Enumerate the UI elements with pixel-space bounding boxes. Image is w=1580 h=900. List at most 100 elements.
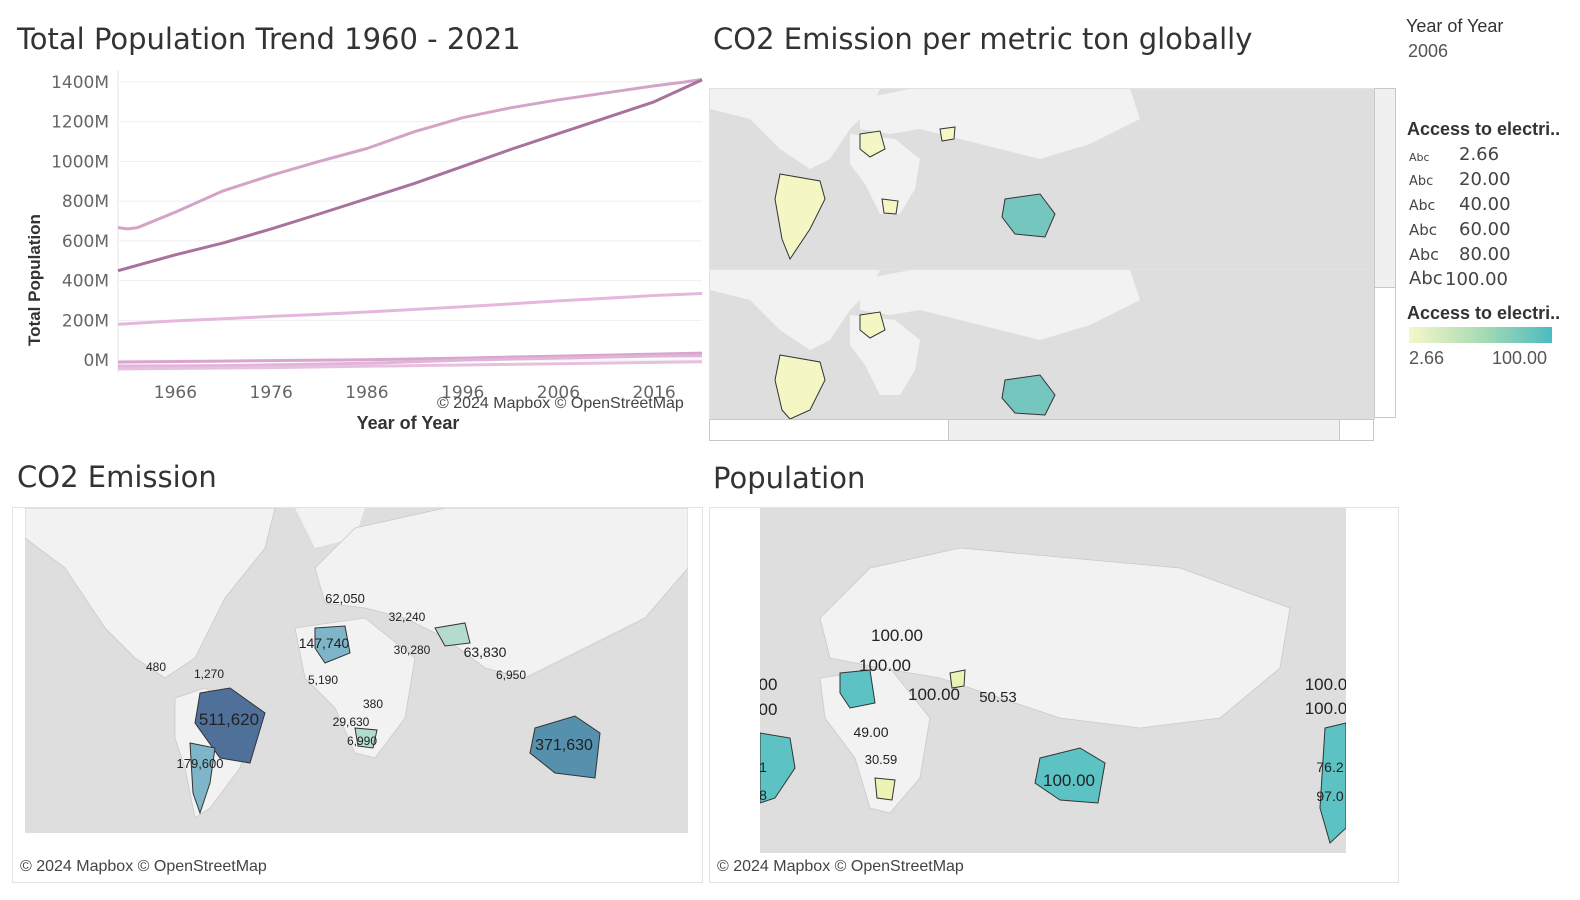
co2-value-label: 62,050 (325, 591, 365, 606)
series-line-1[interactable] (117, 78, 703, 231)
world-map-lower (710, 270, 1140, 419)
population-trend-chart: 0M 200M 400M 600M 800M 1000M 1200M 1400M 1966 19… (14, 62, 704, 442)
color-legend-title: Access to electri.. (1407, 303, 1561, 323)
co2-per-metric-ton-title: CO2 Emission per metric ton globally (713, 22, 1253, 56)
y-tick-label: 0M (84, 351, 109, 371)
x-tick-label: 1976 (250, 383, 293, 403)
co2-per-ton-map-lower[interactable] (709, 269, 1375, 420)
australia-shape-lower (1001, 374, 1056, 416)
horizontal-scroll-thumb[interactable] (948, 420, 1340, 440)
map-credit-top-left[interactable]: © 2024 Mapbox © OpenStreetMap (437, 395, 684, 412)
co2-value-labels: 62,050 32,240 147,740 30,280 63,830 480 1,270 5… (146, 591, 593, 771)
co2-value-label: 511,620 (199, 710, 259, 729)
north-america-land (710, 89, 880, 169)
y-axis-title: Total Population (25, 214, 44, 346)
map-credit-bottom-right[interactable]: © 2024 Mapbox © OpenStreetMap (717, 858, 964, 875)
south-america-right-edge (1319, 722, 1346, 844)
series-line-6[interactable] (117, 360, 703, 371)
north-america-land-lower (710, 270, 880, 350)
south-america-land-lower (774, 354, 826, 419)
x-tick-label: 2016 (632, 383, 675, 403)
co2-value-label: 147,740 (299, 635, 350, 651)
south-america-land (774, 173, 826, 261)
population-world-map (760, 547, 1346, 844)
algeria-shape (314, 625, 351, 664)
world-map-upper (710, 89, 1140, 261)
co2-value-label: 30,280 (394, 643, 431, 657)
brazil-left-edge (760, 732, 796, 804)
series-line-4[interactable] (117, 351, 703, 364)
population-panel: 100.00 100.00 100.00 50.53 49.00 30.59 100.00 0… (709, 507, 1399, 883)
abc-shape-icon: Abc (1409, 245, 1439, 264)
population-value-label: 97.0 (1316, 788, 1343, 804)
population-value-label: 1 (760, 759, 767, 775)
abc-shape-icon: Abc (1409, 151, 1430, 164)
vertical-scroll-thumb[interactable] (1375, 89, 1395, 288)
abc-shape-icon: Abc (1409, 198, 1436, 214)
population-value-label: 30.59 (865, 752, 898, 767)
color-legend-gradient (1409, 327, 1552, 343)
y-tick-label: 600M (62, 232, 109, 252)
co2-value-label: 6,950 (496, 668, 526, 682)
australia-shape (1034, 747, 1106, 804)
series-line-3[interactable] (117, 292, 703, 326)
year-filter-title: Year of Year (1406, 16, 1504, 36)
algeria-shape (839, 669, 876, 709)
y-tick-label: 400M (62, 272, 109, 292)
y-tick-label: 1000M (51, 152, 109, 172)
co2-value-label: 480 (146, 660, 166, 674)
australia-shape (529, 715, 601, 779)
y-tick-label: 1200M (51, 113, 109, 133)
co2-value-label: 1,270 (194, 667, 224, 681)
population-value-label: 8 (760, 787, 767, 803)
year-filter-value[interactable]: 2006 (1408, 41, 1449, 61)
co2-value-label: 371,630 (535, 737, 593, 754)
shape-legend-value: 20.00 (1459, 169, 1511, 190)
afghanistan-shape (939, 126, 956, 142)
population-value-label: 100.0 (1305, 675, 1346, 694)
co2-value-label: 179,600 (177, 756, 224, 771)
abc-shape-icon: Abc (1409, 174, 1434, 189)
population-value-label: 00 (760, 675, 777, 694)
abc-shape-icon: Abc (1409, 221, 1438, 239)
horizontal-scrollbar[interactable] (709, 419, 1374, 441)
co2-value-label: 32,240 (389, 610, 426, 624)
afghanistan-shape (949, 669, 966, 689)
population-value-label: 50.53 (979, 689, 1017, 706)
x-tick-label: 1986 (345, 383, 388, 403)
vertical-scrollbar[interactable] (1374, 88, 1396, 418)
australia-shape (1001, 193, 1056, 238)
population-title: Population (713, 461, 866, 495)
co2-value-label: 6,990 (347, 734, 377, 748)
y-tick-label: 800M (62, 192, 109, 212)
europe-asia-land-lower (860, 270, 1140, 340)
south-africa-shape (874, 777, 896, 801)
shape-legend-title: Access to electri.. (1407, 119, 1561, 139)
europe-asia-land (314, 508, 688, 679)
series-line-2[interactable] (117, 78, 703, 273)
shape-legend-value: 80.00 (1459, 244, 1511, 265)
europe-asia-land (860, 89, 1140, 159)
co2-emission-map[interactable]: 62,050 32,240 147,740 30,280 63,830 480 1,270 5… (25, 508, 688, 833)
color-legend-min: 2.66 (1409, 348, 1445, 368)
population-map[interactable]: 100.00 100.00 100.00 50.53 49.00 30.59 100.00 0… (760, 508, 1346, 853)
shape-legend-value: 60.00 (1459, 219, 1511, 240)
co2-value-label: 5,190 (308, 673, 338, 687)
color-legend-max: 100.00 (1492, 348, 1548, 368)
series-line-5[interactable] (117, 354, 703, 368)
population-value-label: 100.00 (871, 626, 923, 645)
algeria-shape-lower (859, 311, 886, 339)
population-value-label: 100.00 (859, 656, 911, 675)
y-tick-label: 200M (62, 311, 109, 331)
map-credit-bottom-left[interactable]: © 2024 Mapbox © OpenStreetMap (20, 858, 267, 875)
south-africa-shape (354, 727, 378, 749)
population-value-label: 76.2 (1316, 759, 1343, 775)
x-tick-label: 1966 (154, 383, 197, 403)
shape-legend-value: 2.66 (1459, 144, 1500, 165)
brazil-shape (194, 687, 266, 764)
co2-per-ton-map-upper[interactable] (709, 88, 1375, 270)
co2-emission-title: CO2 Emission (17, 460, 217, 494)
line-chart-svg[interactable]: 0M 200M 400M 600M 800M 1000M 1200M 1400M 1966 19… (14, 62, 704, 442)
co2-value-label: 380 (363, 697, 383, 711)
